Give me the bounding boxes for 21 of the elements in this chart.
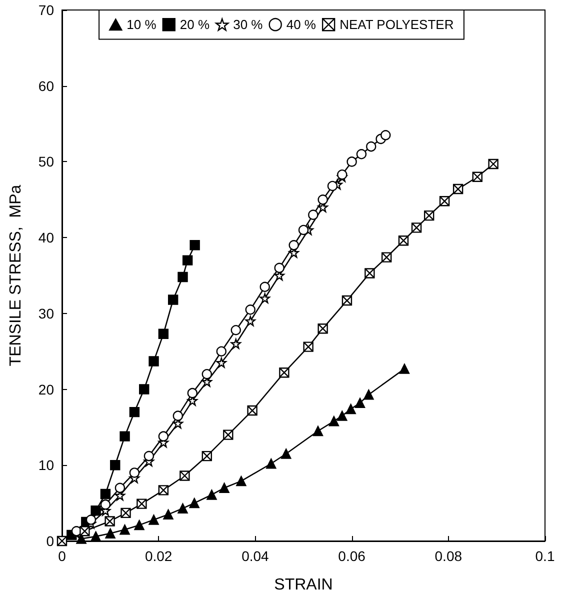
legend-label: 30 %: [233, 17, 264, 32]
legend-label: NEAT POLYESTER: [340, 17, 454, 32]
x-tick-label: 0.02: [144, 548, 172, 564]
y-tick-label: 0: [46, 533, 54, 549]
y-tick-label: 40: [38, 230, 54, 246]
x-tick-label: 0: [58, 548, 66, 564]
x-tick-label: 0.1: [535, 548, 555, 564]
x-axis-title: STRAIN: [274, 576, 333, 594]
y-tick-label: 60: [38, 78, 54, 94]
y-tick-label: 50: [38, 154, 54, 170]
legend-label: 20 %: [180, 17, 210, 32]
y-tick-label: 10: [38, 457, 54, 474]
y-axis-title: TENSILE STRESS, MPa: [8, 184, 24, 366]
y-tick-label: 20: [38, 381, 54, 398]
legend-label: 40 %: [286, 17, 316, 32]
x-tick-label: 0.06: [338, 548, 366, 564]
legend-label: 10 %: [126, 17, 157, 32]
x-tick-label: 0.08: [434, 548, 462, 564]
y-tick-label: 30: [38, 305, 54, 322]
y-tick-label: 70: [38, 2, 54, 18]
x-tick-label: 0.04: [242, 548, 270, 564]
